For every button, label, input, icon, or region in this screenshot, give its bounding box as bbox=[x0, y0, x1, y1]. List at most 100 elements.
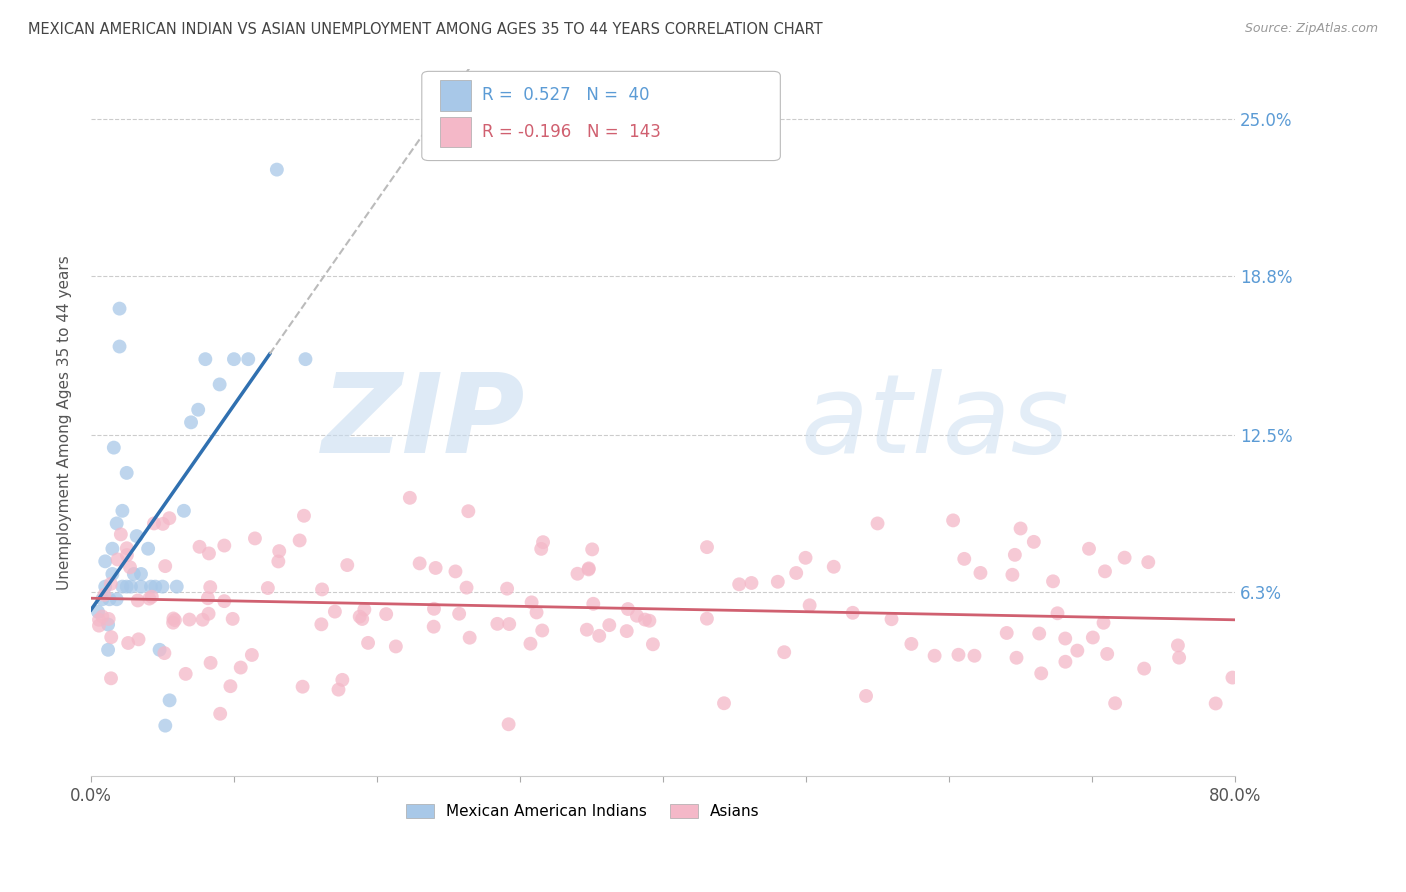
Point bbox=[581, 542, 603, 557]
Point bbox=[115, 580, 138, 594]
Point bbox=[101, 566, 124, 581]
Point bbox=[115, 541, 138, 556]
Point bbox=[143, 516, 166, 531]
Point bbox=[111, 580, 134, 594]
Point bbox=[773, 645, 796, 659]
Point bbox=[94, 580, 117, 594]
Point bbox=[385, 640, 408, 654]
Point bbox=[336, 558, 359, 572]
Point bbox=[794, 550, 817, 565]
Point bbox=[105, 592, 128, 607]
Point bbox=[100, 671, 122, 685]
Point bbox=[1005, 650, 1028, 665]
Point bbox=[221, 612, 243, 626]
Point bbox=[375, 607, 398, 621]
Point bbox=[578, 562, 600, 576]
Point bbox=[115, 548, 138, 562]
Point bbox=[162, 611, 184, 625]
Point bbox=[159, 693, 181, 707]
Point bbox=[530, 541, 553, 556]
Point bbox=[155, 559, 177, 574]
Point bbox=[963, 648, 986, 663]
Point bbox=[486, 616, 509, 631]
Point bbox=[1028, 626, 1050, 640]
Point bbox=[498, 617, 520, 632]
Point bbox=[842, 606, 865, 620]
Point bbox=[214, 594, 236, 608]
Point bbox=[1004, 548, 1026, 562]
Point bbox=[155, 718, 177, 732]
Point bbox=[118, 560, 141, 574]
Point bbox=[188, 540, 211, 554]
Point bbox=[408, 557, 430, 571]
Point bbox=[139, 580, 162, 594]
Point bbox=[197, 591, 219, 606]
Point bbox=[588, 629, 610, 643]
Point bbox=[598, 618, 620, 632]
Point bbox=[87, 605, 110, 619]
Point bbox=[97, 642, 120, 657]
Point bbox=[291, 680, 314, 694]
Point bbox=[953, 552, 976, 566]
Point bbox=[349, 609, 371, 624]
Point bbox=[1046, 607, 1069, 621]
Point bbox=[110, 527, 132, 541]
Point bbox=[880, 612, 903, 626]
Point bbox=[823, 559, 845, 574]
Point bbox=[713, 696, 735, 710]
Point bbox=[266, 162, 288, 177]
Point bbox=[120, 580, 142, 594]
Point bbox=[398, 491, 420, 505]
Point bbox=[100, 630, 122, 644]
Text: Source: ZipAtlas.com: Source: ZipAtlas.com bbox=[1244, 22, 1378, 36]
Point bbox=[1222, 671, 1244, 685]
Point bbox=[323, 605, 346, 619]
Point bbox=[567, 566, 589, 581]
Text: ZIP: ZIP bbox=[322, 369, 526, 475]
Point bbox=[107, 552, 129, 566]
Point bbox=[129, 566, 152, 581]
Point bbox=[866, 516, 889, 531]
Point bbox=[1054, 632, 1077, 646]
Point bbox=[136, 541, 159, 556]
Point bbox=[269, 544, 291, 558]
Point bbox=[1137, 555, 1160, 569]
Point bbox=[1078, 541, 1101, 556]
Point bbox=[855, 689, 877, 703]
Point bbox=[458, 631, 481, 645]
Point bbox=[98, 592, 121, 607]
Point bbox=[129, 580, 152, 594]
Point bbox=[496, 582, 519, 596]
Point bbox=[294, 352, 316, 367]
Point bbox=[1168, 650, 1191, 665]
Text: R =  0.527   N =  40: R = 0.527 N = 40 bbox=[482, 87, 650, 104]
Point bbox=[115, 466, 138, 480]
Point bbox=[174, 666, 197, 681]
Point bbox=[785, 566, 807, 580]
Point bbox=[582, 597, 605, 611]
Point bbox=[575, 623, 598, 637]
Point bbox=[456, 581, 478, 595]
Point bbox=[942, 513, 965, 527]
Point bbox=[696, 612, 718, 626]
Point bbox=[117, 636, 139, 650]
Point bbox=[103, 441, 125, 455]
Point bbox=[1022, 534, 1045, 549]
Point bbox=[1092, 615, 1115, 630]
Point bbox=[1081, 631, 1104, 645]
Point bbox=[353, 602, 375, 616]
Point bbox=[166, 580, 188, 594]
Point bbox=[87, 618, 110, 632]
Point bbox=[91, 592, 114, 607]
Point bbox=[127, 593, 149, 607]
Point bbox=[238, 352, 260, 367]
Point bbox=[995, 626, 1018, 640]
Point bbox=[531, 624, 554, 638]
Point bbox=[641, 637, 664, 651]
Point bbox=[457, 504, 479, 518]
Point bbox=[152, 516, 174, 531]
Point bbox=[357, 636, 380, 650]
Point bbox=[1042, 574, 1064, 589]
Point bbox=[208, 377, 231, 392]
Point bbox=[128, 632, 150, 647]
